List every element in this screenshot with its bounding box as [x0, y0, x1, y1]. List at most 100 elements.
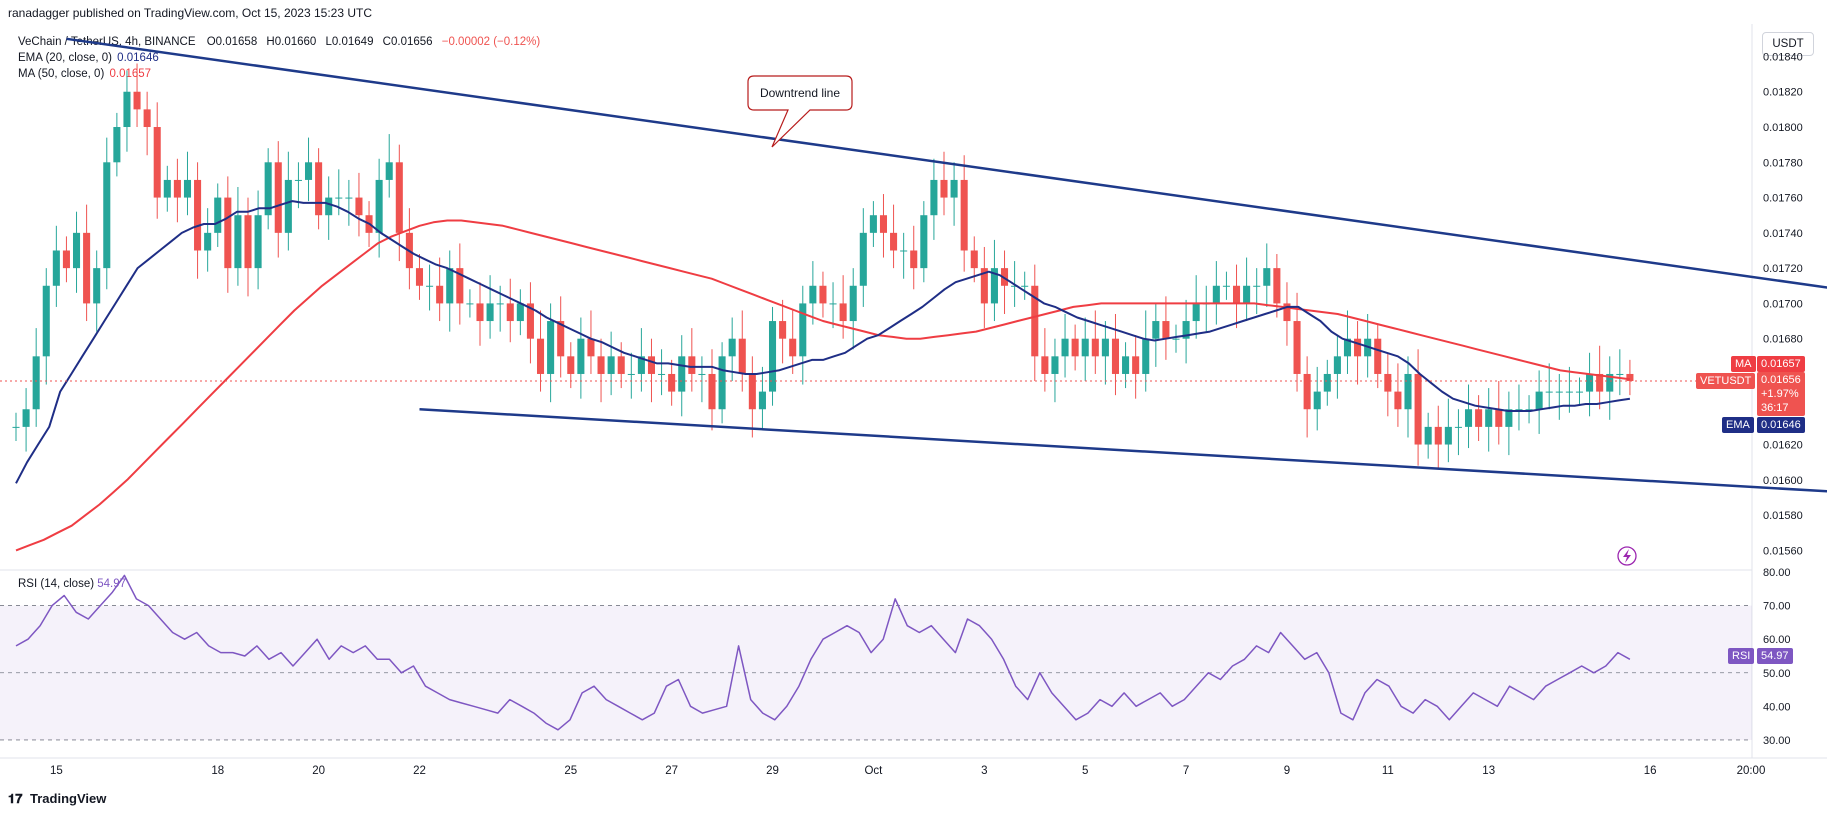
- time-tick-label: 9: [1284, 765, 1290, 777]
- ema-legend-value: 0.01646: [117, 52, 159, 64]
- candle-body: [446, 268, 454, 304]
- candle-body: [708, 373, 716, 410]
- candle-body: [426, 285, 434, 287]
- candle-body: [1243, 285, 1251, 304]
- time-tick-label: 11: [1382, 765, 1394, 777]
- ma-axis-price: 0.01657: [1757, 356, 1805, 372]
- candle-body: [970, 250, 978, 269]
- ma-legend[interactable]: MA (50, close, 0) 0.01657: [18, 68, 151, 80]
- candle-body: [1404, 373, 1412, 410]
- price-tick-label: 0.01680: [1763, 334, 1803, 346]
- candle-body: [194, 179, 202, 251]
- symbol-legend: VeChain / TetherUS, 4h, BINANCE O0.01658…: [18, 36, 540, 48]
- downtrend-callout[interactable]: Downtrend line: [747, 75, 853, 148]
- ema-axis-price: 0.01646: [1757, 417, 1805, 433]
- candle-body: [1152, 321, 1160, 339]
- candle-body: [244, 215, 252, 269]
- rsi-legend[interactable]: RSI (14, close) 54.97: [18, 578, 126, 590]
- candle-body: [839, 303, 847, 322]
- candle-body: [1525, 409, 1533, 411]
- rsi-band: [0, 605, 1752, 740]
- symbol-name[interactable]: VeChain / TetherUS, 4h, BINANCE: [18, 36, 196, 48]
- rsi-line: [15, 574, 1631, 731]
- candle-body: [910, 250, 918, 269]
- candle-body: [62, 250, 70, 269]
- candle-body: [1626, 373, 1634, 382]
- candle-body: [133, 91, 141, 110]
- candle-body: [294, 179, 302, 181]
- ema-legend[interactable]: EMA (20, close, 0) 0.01646: [18, 52, 159, 64]
- time-tick-label: 18: [211, 765, 224, 777]
- candle-body: [315, 162, 323, 216]
- ohlc-change: −0.00002 (−0.12%): [441, 36, 541, 48]
- candle-body: [1515, 409, 1523, 411]
- chart-canvas[interactable]: 0.01840 0.01820 0.01800 0.01780 0.01760 0.017…: [0, 0, 1827, 790]
- candle-body: [829, 303, 837, 305]
- candle-body: [557, 321, 565, 357]
- rsi-legend-label: RSI (14, close): [18, 578, 95, 590]
- candle-body: [1616, 373, 1624, 375]
- ma-axis-tag: MA: [1731, 356, 1756, 372]
- candle-body: [1343, 338, 1352, 357]
- candle-body: [1485, 409, 1493, 427]
- ema20-line: [15, 200, 1631, 484]
- candle-body: [1212, 285, 1220, 304]
- candle-body: [476, 303, 484, 322]
- candle-body: [1061, 338, 1069, 357]
- candle-body: [688, 356, 696, 374]
- candle-body: [1555, 391, 1563, 393]
- rsi-axis-price: 54.97: [1757, 648, 1793, 664]
- ohlc-close: C0.01656: [382, 36, 433, 48]
- currency-button[interactable]: USDT: [1762, 32, 1814, 56]
- candle-body: [22, 409, 30, 427]
- candle-body: [506, 303, 514, 322]
- ohlc-high: H0.01660: [266, 36, 317, 48]
- tradingview-logo[interactable]: 𝟏𝟕 TradingView: [8, 791, 106, 807]
- ohlc-open: O0.01658: [206, 36, 258, 48]
- candle-body: [1000, 268, 1009, 286]
- candle-body: [849, 285, 857, 322]
- time-tick-label: 20:00: [1737, 765, 1766, 777]
- candle-body: [879, 215, 888, 233]
- candle-body: [1111, 338, 1120, 374]
- candle-body: [83, 232, 91, 304]
- candle-body: [1464, 409, 1473, 427]
- downtrend-line[interactable]: [66, 37, 1827, 298]
- price-tick-label: 0.01820: [1763, 87, 1803, 99]
- candle-body: [52, 250, 60, 286]
- callout-bubble: [747, 75, 853, 148]
- tv-logo-icon: 𝟏𝟕: [8, 791, 23, 806]
- candle-body: [536, 338, 545, 374]
- candle-body: [274, 162, 282, 233]
- candle-body: [859, 232, 867, 286]
- candle-body: [1182, 321, 1190, 339]
- candle-body: [415, 268, 424, 286]
- lightning-icon[interactable]: [1617, 546, 1637, 566]
- rsi-tick-label: 60.00: [1763, 634, 1791, 646]
- candle-body: [607, 356, 615, 374]
- candle-body: [809, 285, 817, 304]
- candle-body: [647, 356, 656, 374]
- candle-body: [940, 179, 948, 198]
- candle-body: [1374, 338, 1382, 374]
- candle-body: [1333, 356, 1341, 374]
- candle-body: [1354, 338, 1362, 357]
- candle-body: [1122, 356, 1130, 374]
- candle-body: [799, 303, 807, 357]
- candle-body: [1565, 391, 1573, 393]
- candle-body: [1283, 303, 1291, 322]
- ma-legend-value: 0.01657: [109, 68, 152, 80]
- candle-body: [1263, 268, 1271, 286]
- candle-body: [1414, 373, 1422, 445]
- candle-body: [567, 356, 575, 374]
- candle-body: [1091, 338, 1099, 357]
- candle-body: [789, 338, 797, 357]
- candle-body: [1535, 391, 1543, 410]
- support-line[interactable]: [419, 407, 1827, 494]
- candle-body: [1303, 373, 1311, 410]
- candle-body: [1575, 391, 1584, 393]
- candle-body: [738, 338, 746, 374]
- rsi-tick-label: 40.00: [1763, 701, 1791, 713]
- price-tick-label: 0.01780: [1763, 157, 1803, 169]
- candle-body: [1051, 356, 1059, 374]
